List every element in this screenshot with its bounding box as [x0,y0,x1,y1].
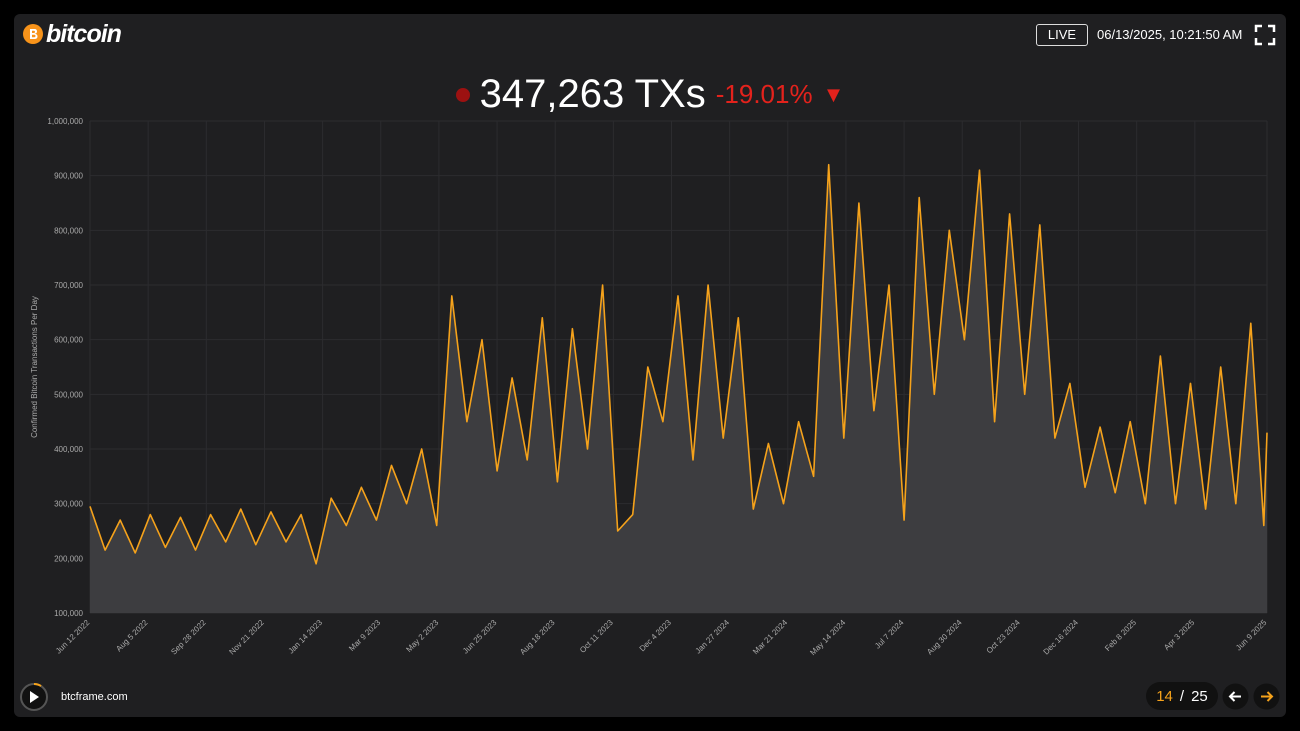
y-axis-label: Confirmed Bitcoin Transactions Per Day [30,296,39,438]
x-tick-label: May 14 2024 [808,618,847,657]
datetime: 06/13/2025, 10:21:50 AM [1097,27,1243,42]
y-tick-label: 900,000 [54,172,83,181]
y-tick-label: 200,000 [54,554,83,563]
x-tick-label: Apr 3 2025 [1162,618,1196,652]
x-tick-label: May 2 2023 [404,618,440,654]
play-button[interactable] [19,682,49,712]
x-tick-label: Aug 30 2024 [925,618,964,657]
x-tick-label: Jun 12 2022 [54,618,92,656]
prev-button[interactable] [1222,683,1249,710]
logo-icon [23,24,43,44]
y-tick-label: 100,000 [54,609,83,618]
page-separator: / [1179,687,1185,705]
site-link[interactable]: btcframe.com [61,691,128,703]
next-button[interactable] [1253,683,1280,710]
y-tick-label: 300,000 [54,500,83,509]
y-tick-label: 600,000 [54,336,83,345]
y-tick-label: 800,000 [54,226,83,235]
x-tick-label: Aug 18 2023 [518,618,557,657]
fullscreen-button[interactable] [1254,24,1276,46]
y-tick-label: 500,000 [54,390,83,399]
x-tick-label: Jun 9 2025 [1234,618,1269,653]
headline-value: 347,263 TXs [479,72,706,116]
pager: 14 / 25 [1146,682,1218,710]
chart: Confirmed Bitcoin Transactions Per Day 1… [30,117,1269,657]
x-tick-label: Mar 9 2023 [347,618,382,653]
x-tick-label: Feb 8 2025 [1103,618,1138,653]
change-arrow: ▼ [822,81,845,107]
headline: 347,263 TXs -19.01% ▼ [0,72,1300,117]
x-tick-label: Oct 11 2023 [578,618,615,655]
x-tick-label: Nov 21 2022 [227,618,266,657]
x-tick-label: Jun 25 2023 [461,618,499,656]
x-tick-label: Sep 28 2022 [169,618,208,657]
page-total: 25 [1191,687,1208,705]
live-button[interactable]: LIVE [1036,24,1088,46]
x-tick-label: Jan 27 2024 [694,618,732,656]
x-tick-label: Aug 5 2022 [114,618,150,654]
logo-text: bitcoin [46,20,122,48]
y-tick-label: 1,000,000 [47,117,83,126]
page-current: 14 [1156,687,1173,705]
x-tick-label: Dec 4 2023 [638,618,674,654]
x-tick-label: Mar 21 2024 [751,618,790,657]
status-dot [455,87,470,102]
x-tick-label: Oct 23 2024 [985,618,1023,656]
y-tick-label: 700,000 [54,281,83,290]
line [89,163,1268,565]
y-tick-label: 400,000 [54,445,83,454]
area [90,164,1267,613]
x-tick-label: Jan 14 2023 [287,618,325,656]
x-tick-label: Dec 16 2024 [1042,618,1081,657]
headline-change: -19.01% [715,79,813,109]
x-tick-label: Jul 7 2024 [873,618,906,651]
